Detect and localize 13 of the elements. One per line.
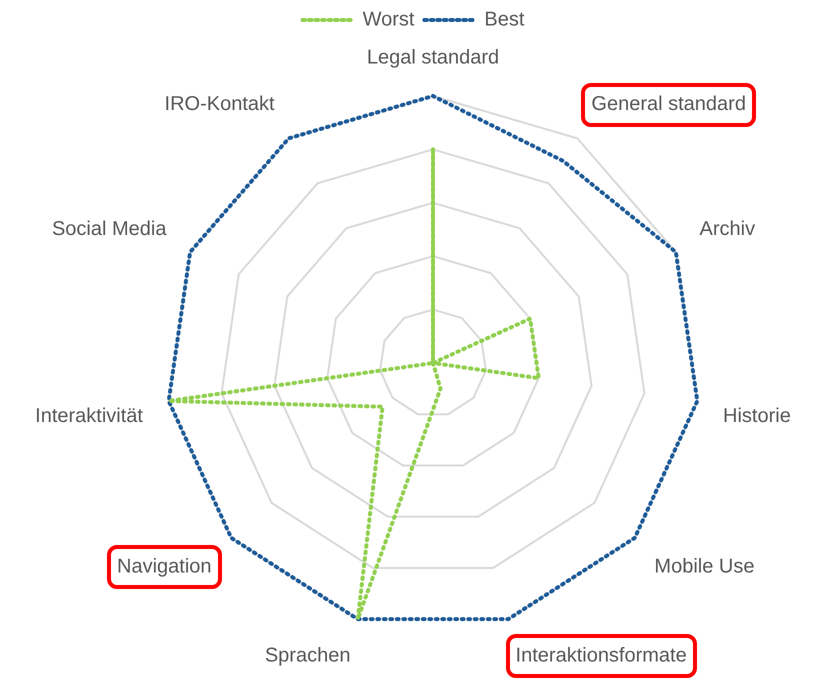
spoke-label: Interaktivität — [35, 405, 144, 428]
legend-label: Best — [484, 8, 525, 31]
spoke-label: Social Media — [52, 218, 168, 240]
legend-label: Worst — [362, 8, 415, 31]
spoke-label: Archiv — [700, 218, 756, 240]
spoke-label: Navigation — [117, 555, 212, 578]
spoke-label: Interaktionsformate — [516, 644, 687, 667]
spoke-label: Historie — [723, 405, 791, 428]
spoke-label: Mobile Use — [654, 555, 754, 578]
spoke-label: General standard — [591, 93, 746, 116]
spoke-label: IRO-Kontakt — [164, 93, 276, 116]
spoke-label: Sprachen — [264, 644, 350, 667]
spoke-label: Legal standard — [366, 46, 500, 69]
